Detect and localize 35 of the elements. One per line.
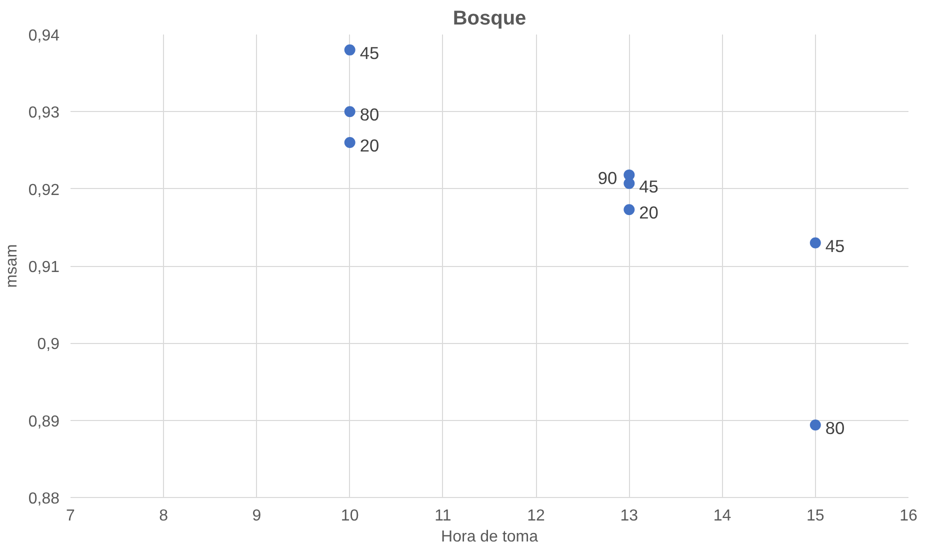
y-axis-title: msam — [3, 244, 20, 288]
x-tick-label: 16 — [900, 508, 918, 524]
annotation: 45 — [360, 42, 380, 63]
y-tick-label: 0,89 — [28, 413, 60, 430]
x-tick-label: 7 — [66, 508, 76, 524]
point — [624, 204, 635, 216]
point — [344, 106, 356, 118]
y-tick-label: 0,91 — [28, 259, 60, 276]
annotation: 80 — [825, 418, 845, 438]
x-tick-label: 13 — [620, 508, 638, 524]
annotation: 90 — [598, 168, 618, 188]
y-tick-label: 0,92 — [28, 182, 60, 199]
x-tick-label: 11 — [434, 508, 452, 524]
y-tick-label: 0,9 — [37, 336, 60, 354]
x-tick-label: 12 — [527, 508, 546, 524]
y-tick-label: 0,88 — [28, 490, 60, 508]
x-tick-label: 8 — [159, 508, 168, 524]
y-tick-label: 0,94 — [28, 28, 60, 44]
annotation: 45 — [639, 176, 658, 196]
x-tick-label: 9 — [252, 508, 262, 524]
point — [624, 178, 635, 189]
annotation: 20 — [639, 202, 658, 223]
point — [344, 44, 356, 56]
x-tick-label: 15 — [806, 508, 824, 524]
point — [810, 237, 821, 248]
point — [344, 137, 356, 148]
y-tick-label: 0,93 — [28, 104, 60, 122]
annotation: 80 — [360, 104, 380, 125]
annotation: 20 — [360, 136, 380, 156]
chart-title: Bosque — [452, 8, 526, 30]
point — [810, 419, 821, 430]
x-tick-label: 10 — [340, 508, 359, 524]
x-tick-label: 14 — [713, 508, 732, 524]
annotation: 45 — [825, 236, 845, 256]
x-axis-title: Hora de toma — [441, 528, 538, 546]
